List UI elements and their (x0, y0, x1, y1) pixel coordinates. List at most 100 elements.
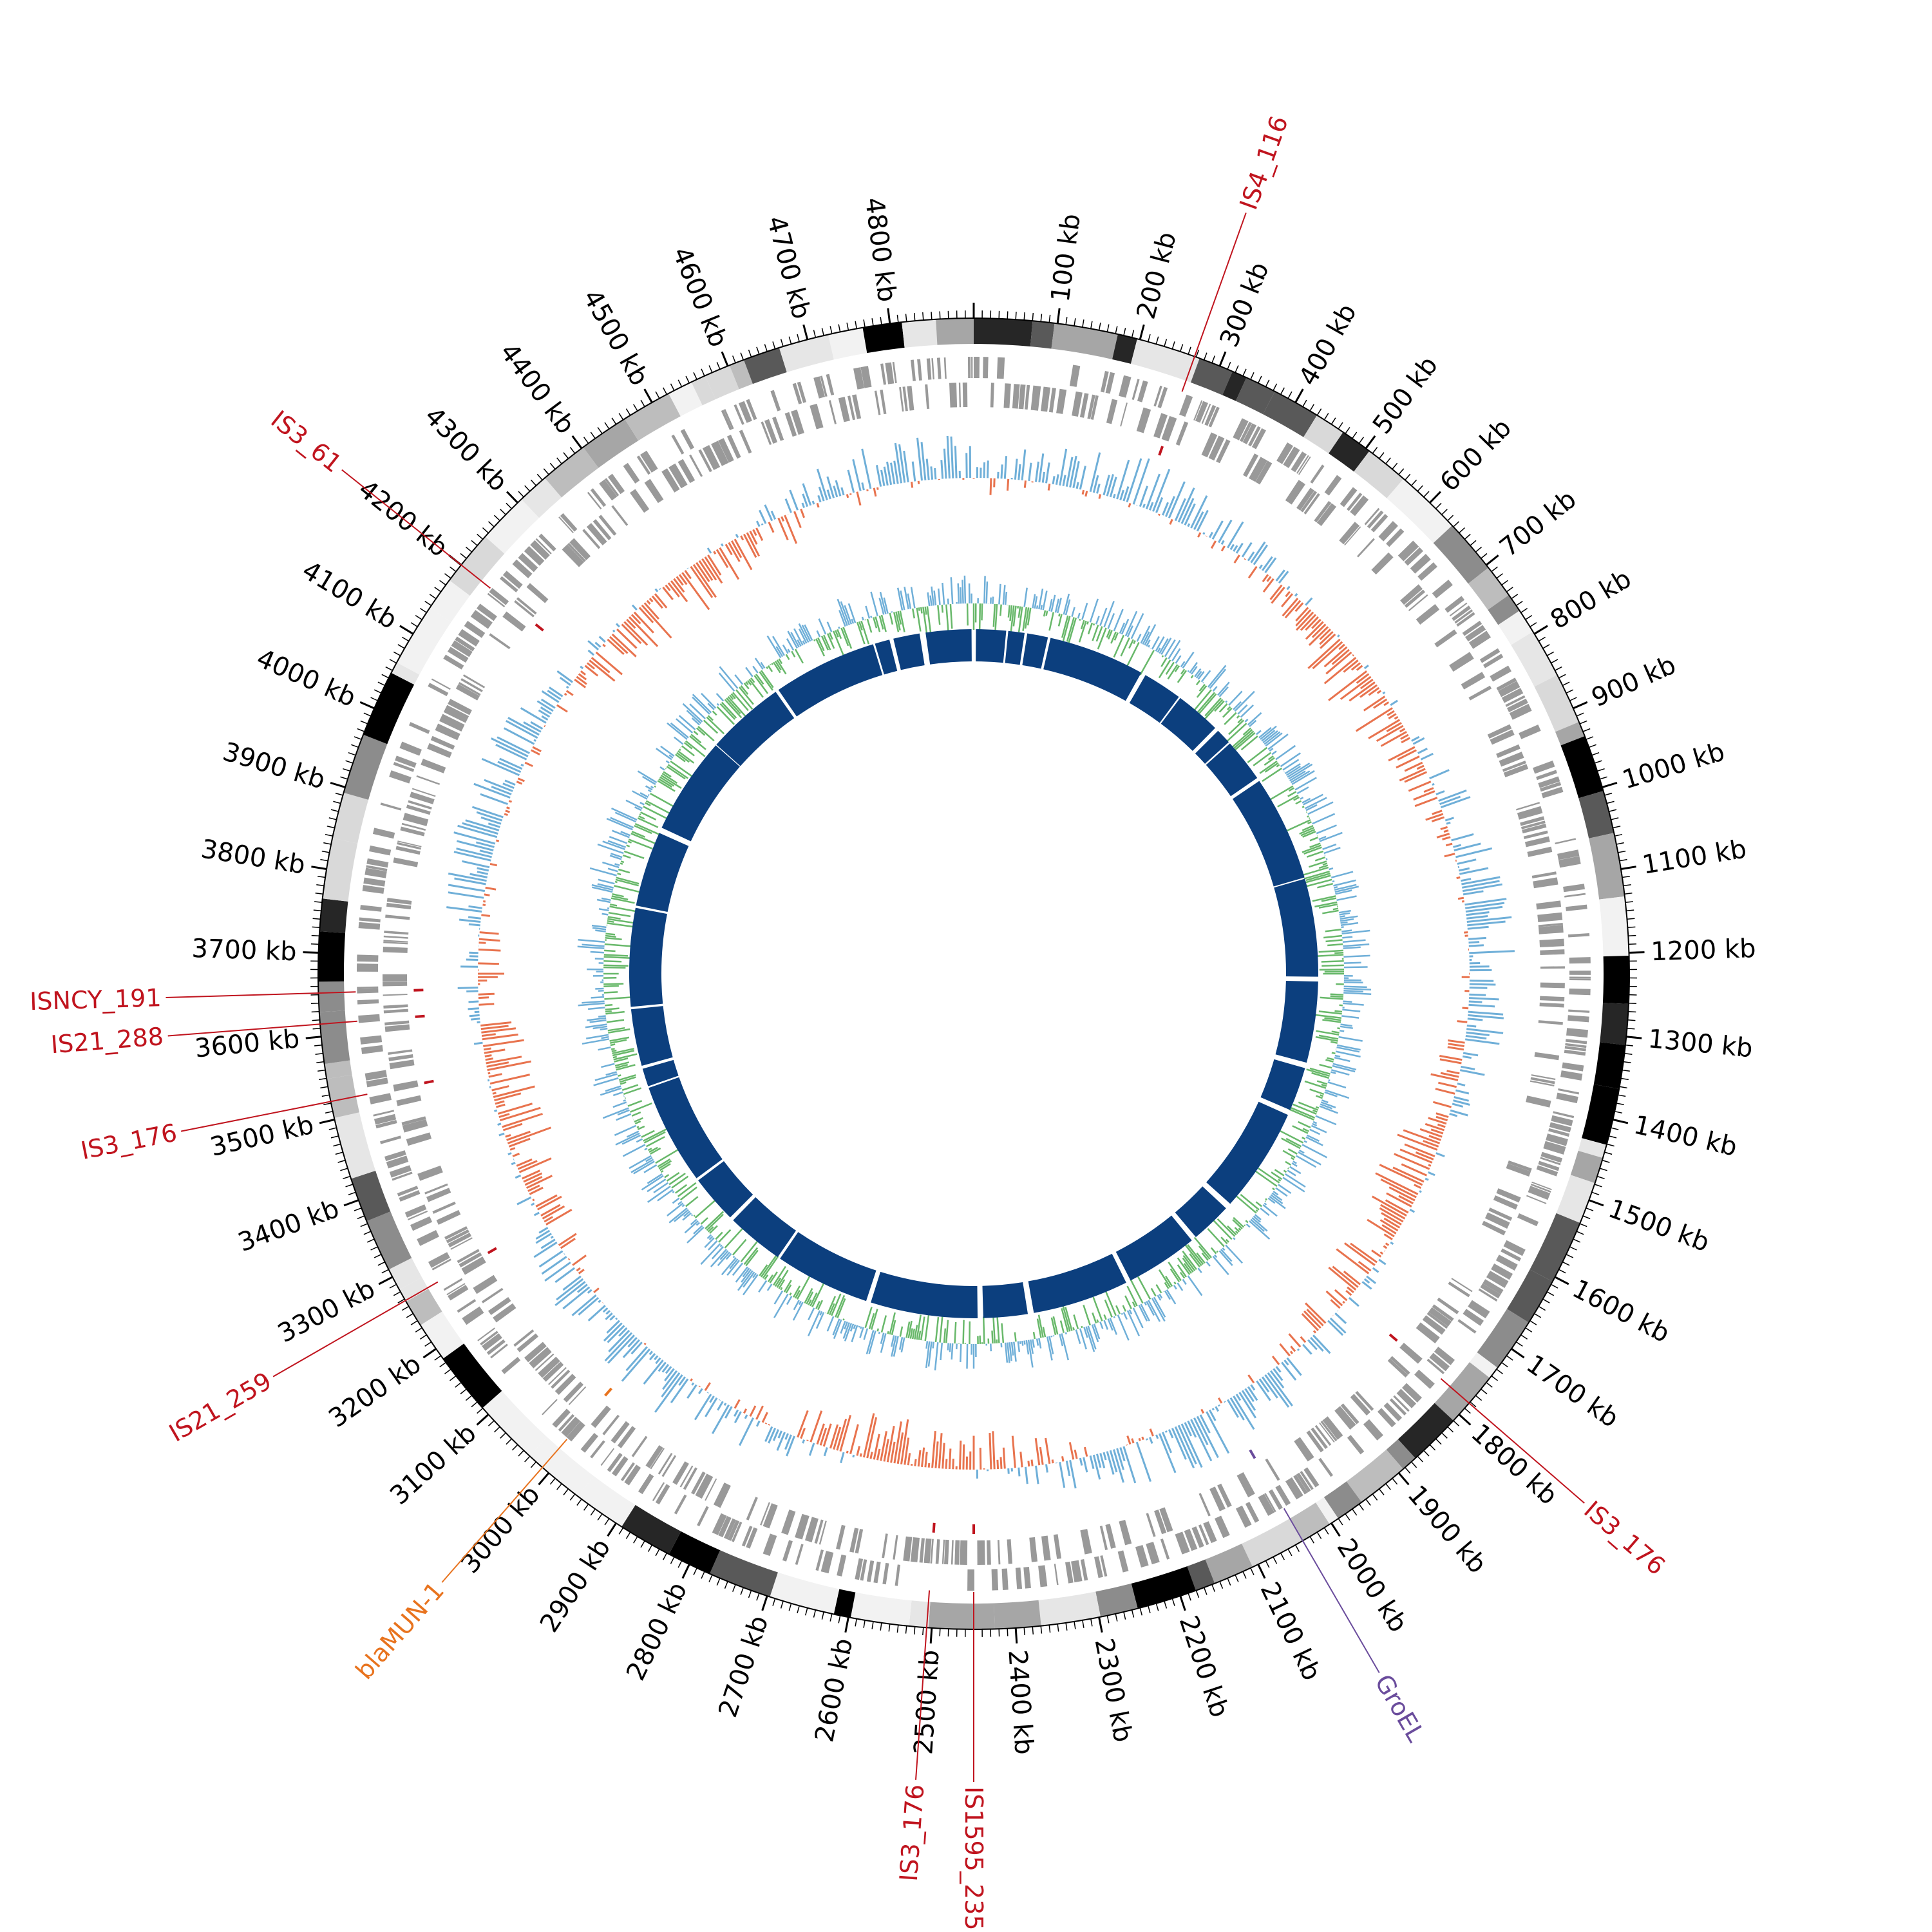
gene-block-544 (723, 409, 734, 430)
gene-block-11 (1056, 388, 1067, 414)
gene-block-400 (404, 1204, 427, 1218)
gene-block-550 (764, 419, 778, 444)
gene-block-210 (1387, 1358, 1408, 1378)
gene-block-430 (383, 1009, 408, 1014)
gene-block-24 (1136, 407, 1151, 433)
gene-block-166 (1548, 1128, 1570, 1137)
ideogram-band-65 (366, 1211, 412, 1270)
ideogram-band-49 (928, 1602, 995, 1629)
gene-block-366 (535, 1353, 554, 1371)
feature-leader-0 (1181, 213, 1247, 392)
gene-block-463 (401, 822, 426, 831)
gene-block-577 (925, 384, 930, 410)
gene-block-503 (500, 576, 518, 592)
ideogram-band-88 (691, 375, 716, 406)
gene-block-432 (357, 999, 379, 1005)
ideogram-band-44 (1187, 1559, 1215, 1591)
gene-block-370 (516, 1333, 539, 1352)
gene-block-149 (1566, 1028, 1589, 1038)
gene-block-373 (486, 1339, 506, 1356)
gene-block-349 (611, 1421, 630, 1444)
gene-block-185 (1503, 1240, 1526, 1256)
gene-block-15 (1087, 394, 1095, 419)
ideogram-band-60 (442, 1343, 502, 1408)
gene-block-333 (679, 1465, 694, 1488)
gene-block-424 (388, 1049, 413, 1056)
gene-block-162 (1526, 1095, 1551, 1108)
tick-label-4400: 4400 kb (494, 337, 580, 439)
inner-block-18 (780, 1232, 876, 1302)
gene-block-537 (680, 428, 695, 450)
gene-block-306 (820, 1551, 834, 1574)
tick-label-2800: 2800 kb (621, 1578, 693, 1685)
gene-block-32 (1195, 401, 1208, 423)
gene-block-460 (397, 840, 422, 848)
gene-block-279 (991, 1569, 999, 1591)
gene-block-148 (1538, 1020, 1563, 1025)
gene-block-298 (873, 1561, 881, 1584)
gene-block-576 (917, 359, 922, 381)
gene-block-98 (1501, 688, 1524, 703)
gene-block-208 (1414, 1369, 1435, 1389)
gene-block-586 (971, 357, 973, 379)
gene-block-33 (1201, 403, 1211, 424)
gene-block-464 (402, 813, 429, 826)
ideogram-band-66 (351, 1170, 391, 1222)
gene-block-225 (1319, 1422, 1335, 1443)
gene-block-222 (1347, 1435, 1365, 1455)
gene-block-123 (1557, 849, 1580, 860)
tick-label-3900: 3900 kb (220, 737, 328, 795)
gene-block-14 (1079, 393, 1089, 418)
gene-block-431 (383, 1004, 408, 1009)
inner-block-11 (1260, 1059, 1305, 1110)
gene-block-485 (455, 684, 480, 701)
inner-block-29 (875, 639, 898, 675)
inner-block-17 (871, 1271, 978, 1319)
gene-block-351 (602, 1414, 620, 1435)
gene-block-367 (529, 1347, 552, 1368)
gene-block-180 (1493, 1195, 1518, 1210)
inner-block-0 (976, 629, 1007, 663)
gene-block-319 (741, 1526, 753, 1547)
gene-block-168 (1543, 1141, 1566, 1155)
gene-block-269 (1053, 1534, 1062, 1559)
feature-leader-5 (441, 1439, 568, 1583)
gene-block-171 (1538, 1160, 1560, 1171)
gene-block-116 (1520, 816, 1545, 826)
gene-block-235 (1285, 1477, 1303, 1500)
feature-label-2: GroEL (1369, 1670, 1430, 1747)
ideogram-band-77 (363, 672, 415, 744)
gene-block-555 (792, 383, 802, 404)
gene-block-335 (655, 1484, 670, 1505)
gene-block-584 (962, 383, 968, 408)
gene-block-325 (712, 1513, 727, 1535)
gene-block-272 (1038, 1565, 1048, 1587)
gene-block-361 (554, 1374, 576, 1395)
gene-block-8 (1030, 385, 1041, 411)
gene-block-410 (406, 1132, 432, 1146)
gene-block-415 (374, 1113, 397, 1125)
gene-block-323 (724, 1518, 737, 1540)
gene-block-187 (1495, 1255, 1518, 1271)
gene-block-499 (487, 592, 506, 608)
gene-block-328 (705, 1478, 717, 1501)
gene-block-161 (1556, 1092, 1578, 1104)
gene-block-197 (1437, 1297, 1459, 1314)
gene-block-515 (558, 516, 574, 533)
gene-block-250 (1191, 1526, 1204, 1548)
ideogram-band-64 (388, 1258, 422, 1290)
ideogram-band-25 (1600, 1003, 1629, 1045)
tick-label-400: 400 kb (1293, 299, 1363, 390)
gene-block-334 (672, 1461, 689, 1485)
gene-block-293 (903, 1536, 913, 1562)
tick-label-1900: 1900 kb (1401, 1480, 1492, 1579)
inner-block-ring (629, 629, 1318, 1319)
gene-block-301 (855, 1558, 864, 1580)
gene-block-276 (1007, 1539, 1013, 1564)
gene-block-459 (397, 842, 422, 850)
gene-block-178 (1526, 1195, 1547, 1204)
gene-block-106 (1499, 752, 1524, 767)
gene-block-252 (1175, 1531, 1190, 1555)
gene-block-144 (1540, 996, 1565, 1001)
gene-block-139 (1569, 971, 1591, 975)
